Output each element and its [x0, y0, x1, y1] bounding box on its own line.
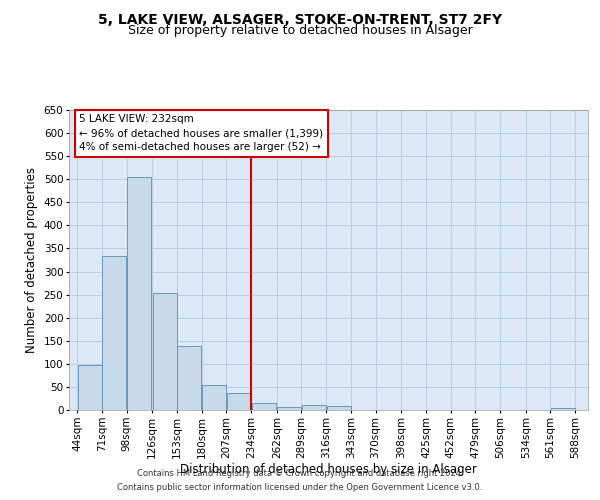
Text: Size of property relative to detached houses in Alsager: Size of property relative to detached ho… — [128, 24, 472, 37]
Bar — [227, 393, 251, 410]
Bar — [326, 406, 350, 410]
Y-axis label: Number of detached properties: Number of detached properties — [25, 167, 38, 353]
Bar — [77, 365, 101, 410]
Bar — [202, 385, 226, 410]
Bar — [178, 346, 202, 410]
Bar — [277, 407, 301, 410]
Bar — [551, 408, 575, 410]
Text: 5, LAKE VIEW, ALSAGER, STOKE-ON-TRENT, ST7 2FY: 5, LAKE VIEW, ALSAGER, STOKE-ON-TRENT, S… — [98, 12, 502, 26]
Bar — [302, 406, 326, 410]
Bar — [103, 256, 127, 410]
Text: Contains public sector information licensed under the Open Government Licence v3: Contains public sector information licen… — [118, 484, 482, 492]
Text: Contains HM Land Registry data © Crown copyright and database right 2024.: Contains HM Land Registry data © Crown c… — [137, 468, 463, 477]
Bar — [152, 293, 176, 410]
X-axis label: Distribution of detached houses by size in Alsager: Distribution of detached houses by size … — [180, 463, 477, 476]
Bar — [251, 402, 275, 410]
Text: 5 LAKE VIEW: 232sqm
← 96% of detached houses are smaller (1,399)
4% of semi-deta: 5 LAKE VIEW: 232sqm ← 96% of detached ho… — [79, 114, 323, 152]
Bar — [127, 177, 151, 410]
